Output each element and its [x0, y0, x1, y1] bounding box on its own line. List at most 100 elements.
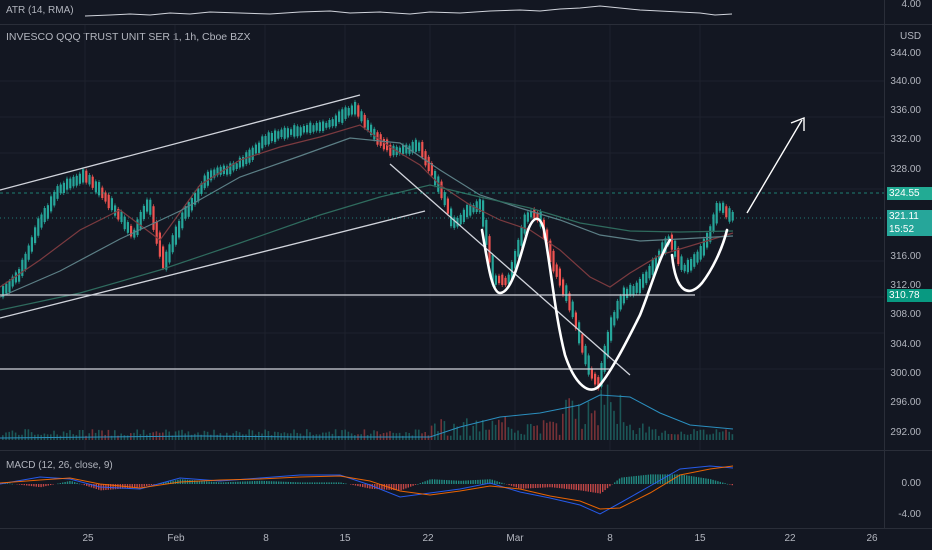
- time-label: 22: [784, 533, 796, 544]
- volume-bar: [526, 424, 529, 440]
- candle-body: [322, 121, 325, 131]
- volume-bar: [430, 425, 433, 440]
- candle-body: [715, 202, 718, 224]
- macd-label: MACD (12, 26, close, 9): [6, 460, 113, 471]
- macd-histogram-bar: [604, 484, 606, 491]
- volume-bar: [229, 435, 231, 440]
- countdown-tag: 15:52: [887, 223, 932, 236]
- macd-histogram-bar: [381, 484, 383, 490]
- volume-bar: [283, 432, 286, 440]
- volume-bar: [293, 429, 295, 440]
- macd-histogram-bar: [681, 474, 683, 484]
- candle-body: [178, 220, 181, 238]
- volume-bar: [574, 418, 577, 440]
- time-label: 8: [607, 533, 613, 544]
- volume-bar: [475, 420, 478, 440]
- atr-pane[interactable]: ATR (14, RMA): [0, 0, 884, 24]
- candle-body: [107, 194, 110, 209]
- candle-body: [283, 127, 286, 139]
- volume-bar: [648, 426, 650, 440]
- volume-bar: [578, 404, 580, 440]
- price-pane[interactable]: INVESCO QQQ TRUST UNIT SER 1, 1h, Cboe B…: [0, 25, 884, 450]
- macd-histogram-bar: [244, 481, 246, 484]
- macd-histogram-bar: [136, 484, 138, 488]
- candle-body: [312, 125, 315, 132]
- macd-histogram-bar: [518, 484, 520, 489]
- candle-body: [366, 120, 369, 131]
- candle-body: [181, 212, 184, 229]
- volume-bar: [494, 424, 497, 440]
- volume-bar: [338, 435, 340, 440]
- macd-histogram-bar: [683, 474, 685, 484]
- macd-histogram-bar: [664, 474, 666, 484]
- macd-histogram-bar: [525, 484, 527, 489]
- volume-bar: [546, 422, 548, 440]
- macd-histogram-bar: [148, 484, 150, 486]
- candle-body: [642, 274, 645, 288]
- macd-histogram-bar: [198, 480, 201, 484]
- time-label: Mar: [506, 533, 524, 544]
- volume-bar: [405, 432, 407, 440]
- candle-body: [728, 208, 731, 222]
- macd-pane[interactable]: MACD (12, 26, close, 9): [0, 451, 884, 528]
- macd-histogram-bar: [614, 482, 616, 484]
- candle-body: [184, 205, 187, 219]
- candle-body: [478, 199, 481, 212]
- pane-divider[interactable]: [0, 24, 932, 25]
- price-tick: 336.00: [890, 105, 921, 116]
- candle-body: [434, 170, 437, 186]
- macd-histogram-bar: [587, 484, 589, 492]
- candle-body: [635, 282, 638, 293]
- price-axis[interactable]: USD 344.00 340.00 336.00 332.00 328.00 3…: [884, 25, 932, 450]
- pane-divider[interactable]: [0, 450, 932, 451]
- volume-bar: [558, 434, 561, 440]
- macd-histogram-bar: [287, 481, 289, 484]
- price-tick: 332.00: [890, 134, 921, 145]
- candle-body: [104, 192, 107, 202]
- candle-body: [424, 151, 427, 166]
- macd-histogram-bar: [539, 484, 541, 488]
- candle-body: [430, 163, 433, 176]
- volume-bar: [731, 434, 734, 440]
- macd-histogram-bar: [731, 484, 733, 486]
- macd-histogram-bar: [62, 482, 64, 484]
- volume-bar: [466, 418, 468, 440]
- macd-histogram-bar: [352, 484, 354, 486]
- candle-body: [654, 257, 657, 271]
- macd-histogram-bar: [707, 478, 709, 484]
- macd-histogram-bar: [268, 481, 270, 484]
- candle-body: [40, 214, 43, 228]
- candle-body: [603, 345, 606, 372]
- candle-body: [690, 258, 693, 271]
- candle-body: [638, 278, 641, 294]
- candle-body: [117, 208, 120, 220]
- price-tick: 344.00: [890, 48, 921, 59]
- macd-histogram-bar: [441, 479, 443, 484]
- volume-bar: [667, 433, 670, 440]
- pane-divider[interactable]: [0, 528, 932, 529]
- candle-body: [360, 111, 363, 122]
- candle-body: [306, 125, 309, 133]
- macd-histogram-bar: [410, 484, 412, 487]
- candle-body: [149, 199, 152, 215]
- atr-axis-tick: 4.00: [901, 0, 921, 10]
- volume-bar: [382, 432, 385, 440]
- macd-histogram-bar: [88, 484, 90, 487]
- candle-body: [325, 122, 328, 128]
- volume-bar: [427, 435, 430, 440]
- candle-body: [354, 101, 357, 115]
- candle-body: [110, 198, 113, 211]
- volume-bar: [594, 410, 596, 440]
- volume-bar: [488, 429, 490, 440]
- macd-histogram-bar: [477, 479, 479, 484]
- macd-histogram-bar: [26, 484, 28, 486]
- last-price-tag: 321.11: [887, 210, 932, 223]
- volume-bar: [213, 429, 215, 440]
- macd-histogram-bar: [225, 482, 227, 484]
- candle-body: [546, 229, 549, 250]
- time-axis[interactable]: 25 Feb 8 15 22 Mar 8 15 22 26: [0, 529, 932, 550]
- candle-body: [507, 274, 510, 284]
- volume-bar: [302, 435, 305, 440]
- macd-histogram-bar: [45, 484, 47, 487]
- volume-bar: [443, 421, 446, 440]
